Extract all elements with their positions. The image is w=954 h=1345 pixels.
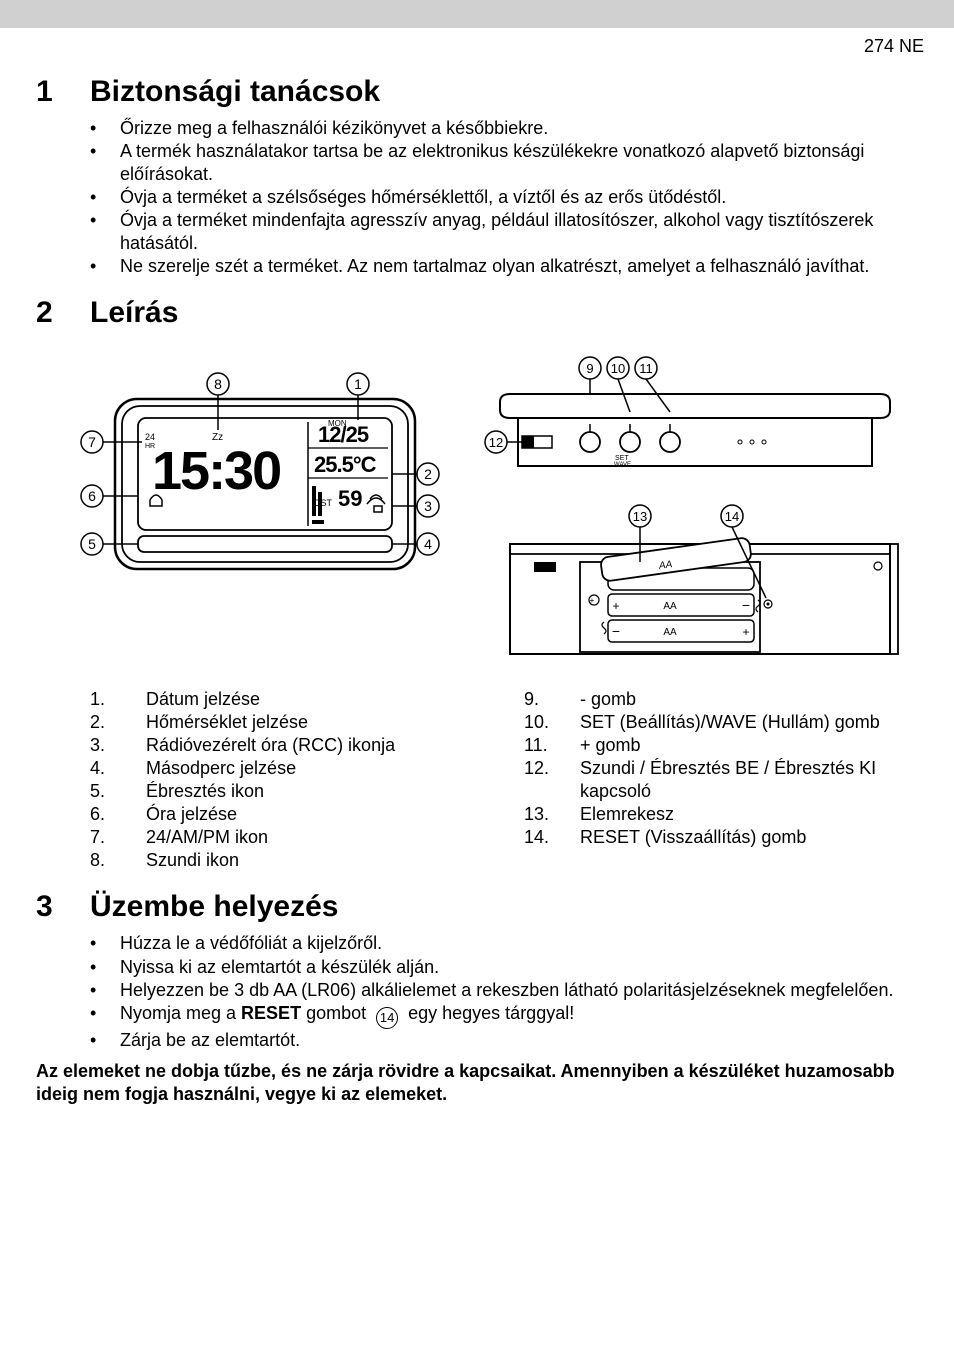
callout-6: 6: [88, 488, 96, 504]
callout-13: 13: [633, 509, 647, 524]
legend-item: 13.Elemrekesz: [524, 803, 918, 826]
svg-text:−: −: [742, 597, 750, 613]
lcd-mon: MON: [328, 419, 347, 428]
legend-item: 1.Dátum jelzése: [90, 688, 484, 711]
bold-warning: Az elemeket ne dobja tűzbe, és ne zárja …: [36, 1060, 918, 1106]
legend-item: 14.RESET (Visszaállítás) gomb: [524, 826, 918, 849]
section-1-heading: 1 Biztonsági tanácsok: [36, 75, 918, 109]
section-3-title: Üzembe helyezés: [90, 890, 338, 924]
list-item: Nyissa ki az elemtartót a készülék alján…: [90, 956, 918, 979]
legend-item: 3.Rádióvezérelt óra (RCC) ikonja: [90, 734, 484, 757]
section-1-num: 1: [36, 75, 90, 109]
callout-4: 4: [424, 536, 432, 552]
callout-8: 8: [214, 376, 222, 392]
list-item: A termék használatakor tartsa be az elek…: [90, 140, 918, 186]
svg-text:HR: HR: [145, 443, 155, 450]
list-item: Nyomja meg a RESET gombot 14 egy hegyes …: [90, 1002, 918, 1029]
callout-2: 2: [424, 466, 432, 482]
legend-item: 9.- gomb: [524, 688, 918, 711]
section-2-title: Leírás: [90, 296, 178, 330]
list-item: Óvja a terméket a szélsőséges hőmérsékle…: [90, 186, 918, 209]
section-1-title: Biztonsági tanácsok: [90, 75, 380, 109]
section-2-num: 2: [36, 296, 90, 330]
lcd-sec: 59: [338, 486, 362, 511]
legend-left: 1.Dátum jelzése2.Hőmérséklet jelzése3.Rá…: [90, 688, 484, 872]
aa-label-3: AA: [663, 627, 677, 638]
section-1-list: Őrizze meg a felhasználói kézikönyvet a …: [36, 117, 918, 278]
legend-item: 10.SET (Beállítás)/WAVE (Hullám) gomb: [524, 711, 918, 734]
section-2-heading: 2 Leírás: [36, 296, 918, 330]
legend-item: 2.Hőmérséklet jelzése: [90, 711, 484, 734]
legend-item: 6.Óra jelzése: [90, 803, 484, 826]
legend-item: 12.Szundi / Ébresztés BE / Ébresztés KI …: [524, 757, 918, 803]
lcd-time: 15:30: [152, 441, 280, 501]
list-item: Óvja a terméket mindenfajta agresszív an…: [90, 209, 918, 255]
callout-5: 5: [88, 536, 96, 552]
list-item: Ne szerelje szét a terméket. Az nem tart…: [90, 255, 918, 278]
callout-3: 3: [424, 498, 432, 514]
callout-9: 9: [586, 361, 593, 376]
legend-right: 9.- gomb10.SET (Beállítás)/WAVE (Hullám)…: [524, 688, 918, 872]
legend-item: 11.+ gomb: [524, 734, 918, 757]
page-content: 274 NE 1 Biztonsági tanácsok Őrizze meg …: [0, 28, 954, 1146]
callout-14: 14: [725, 509, 739, 524]
label-wave: WAVE: [614, 462, 631, 468]
list-item: Zárja be az elemtartót.: [90, 1029, 918, 1052]
lcd-dst: DST: [314, 498, 333, 508]
lcd-24hr: 24: [145, 432, 155, 442]
inline-callout-14: 14: [376, 1007, 398, 1029]
callout-1: 1: [354, 376, 362, 392]
lcd-zz: Zz: [212, 432, 223, 443]
list-item: Húzza le a védőfóliát a kijelzőről.: [90, 932, 918, 955]
aa-label-1: AA: [657, 559, 673, 572]
svg-text:+: +: [742, 625, 749, 639]
svg-text:+: +: [612, 599, 619, 613]
list-item: Helyezzen be 3 db AA (LR06) alkálielemet…: [90, 979, 918, 1002]
lcd-temp: 25.5°C: [314, 452, 377, 477]
svg-text:−: −: [612, 623, 620, 639]
callout-12: 12: [489, 435, 503, 450]
section-3-num: 3: [36, 890, 90, 924]
list-item: Őrizze meg a felhasználói kézikönyvet a …: [90, 117, 918, 140]
section-3-list: Húzza le a védőfóliát a kijelzőről.Nyiss…: [36, 932, 918, 1051]
callout-11: 11: [639, 361, 653, 376]
label-set: SET: [615, 455, 629, 462]
legend-item: 7.24/AM/PM ikon: [90, 826, 484, 849]
legend-item: 4.Másodperc jelzése: [90, 757, 484, 780]
svg-text:+: +: [590, 596, 595, 605]
legend-item: 5.Ébresztés ikon: [90, 780, 484, 803]
callout-7: 7: [88, 434, 96, 450]
topbar: [0, 0, 954, 28]
doc-code: 274 NE: [36, 36, 924, 57]
legend-item: 8.Szundi ikon: [90, 849, 484, 872]
callout-10: 10: [611, 361, 625, 376]
diagram-front: 15:30 12/25 MON 25.5°C 59 DST: [60, 344, 440, 604]
legend-columns: 1.Dátum jelzése2.Hőmérséklet jelzése3.Rá…: [36, 688, 918, 872]
aa-label-2: AA: [663, 601, 677, 612]
section-3-heading: 3 Üzembe helyezés: [36, 890, 918, 924]
diagram-row: 15:30 12/25 MON 25.5°C 59 DST: [60, 344, 918, 664]
svg-text:*: *: [629, 426, 632, 432]
diagram-back: * SET WAVE: [470, 344, 910, 664]
